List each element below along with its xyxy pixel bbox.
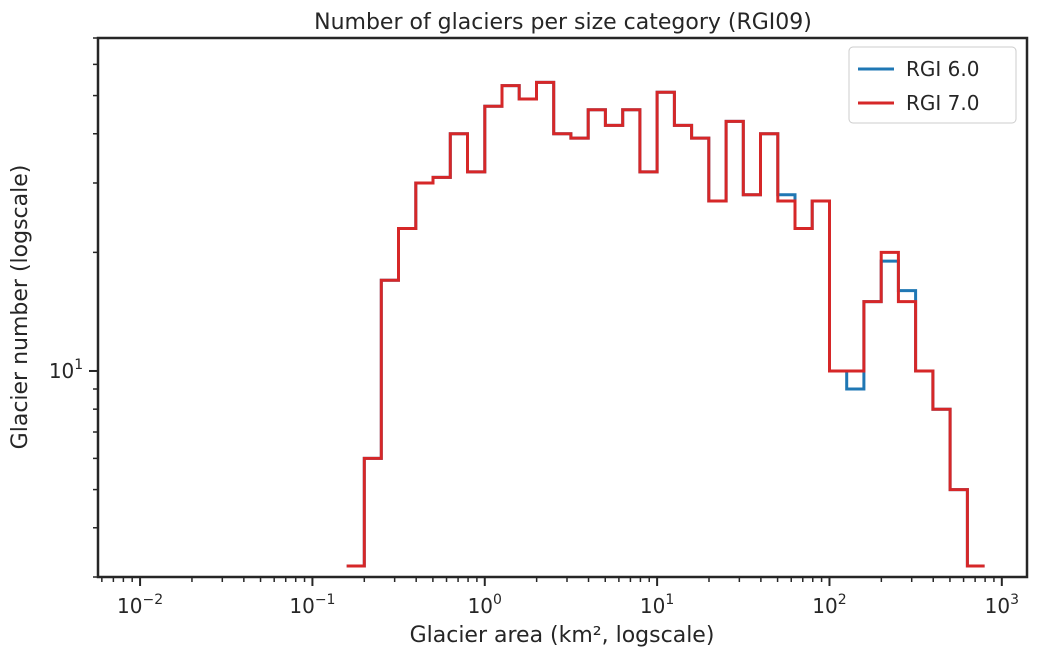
plot-area	[346, 80, 985, 568]
x-tick-label: 10−2	[117, 592, 163, 618]
legend: RGI 6.0 RGI 7.0	[848, 46, 1017, 124]
y-tick-label: 101	[49, 357, 83, 383]
series-line-1	[346, 80, 985, 568]
y-axis-label: Glacier number (logscale)	[8, 165, 33, 450]
x-tick-label: 102	[812, 592, 846, 618]
x-axis: 10−2 10−1 100 101 102 103	[101, 577, 1019, 618]
x-tick-label: 100	[468, 592, 502, 618]
x-axis-label: Glacier area (km², logscale)	[410, 623, 715, 648]
chart-title: Number of glaciers per size category (RG…	[314, 10, 812, 35]
plot-frame	[96, 36, 1029, 579]
x-tick-label: 10−1	[289, 592, 335, 618]
legend-label-0: RGI 6.0	[906, 57, 979, 81]
x-tick-label: 103	[985, 592, 1019, 618]
y-axis: 101	[49, 37, 98, 578]
x-tick-label: 101	[640, 592, 674, 618]
legend-label-1: RGI 7.0	[906, 91, 979, 115]
series-line-0	[346, 80, 985, 568]
